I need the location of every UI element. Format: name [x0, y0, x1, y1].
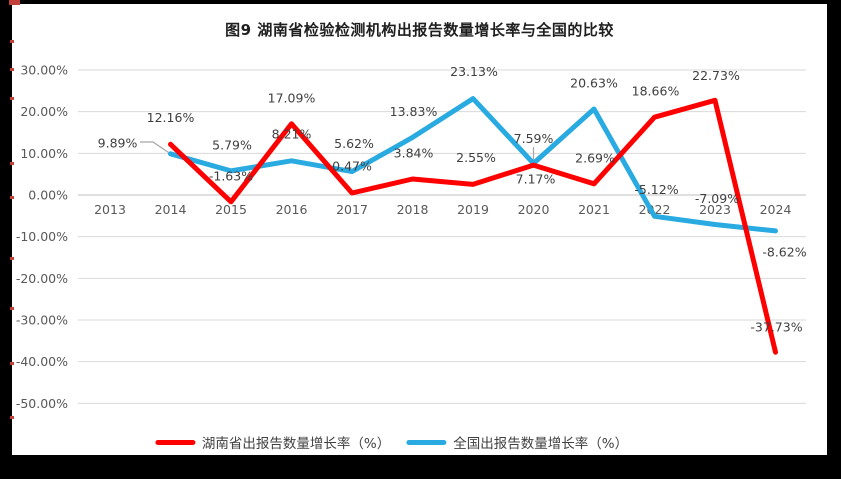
- hunan-data-label: -1.63%: [209, 168, 253, 183]
- national-data-label: 7.59%: [514, 131, 554, 146]
- national-data-label: 8.21%: [272, 126, 312, 141]
- hunan-data-label: 17.09%: [268, 90, 316, 105]
- frame-edge-red-mark: [10, 307, 14, 310]
- frame-edge-red-mark: [9, 0, 20, 5]
- chart-title: 图9 湖南省检验检测机构出报告数量增长率与全国的比较: [225, 21, 614, 39]
- y-axis-tick-label: 0.00%: [28, 188, 68, 203]
- national-data-label: -7.09%: [695, 191, 739, 206]
- chart-plot-svg: 30.00% 20.00% 10.00% 0.00% -10.00% -20.00% -30…: [16, 62, 807, 411]
- x-axis-category-label: 2020: [518, 202, 550, 217]
- y-axis-tick-label: -20.00%: [16, 271, 68, 286]
- hunan-data-label: 3.84%: [394, 146, 434, 161]
- national-data-label: 13.83%: [390, 104, 438, 119]
- frame-edge-red-mark: [10, 257, 14, 260]
- x-axis-category-label: 2014: [155, 202, 187, 217]
- hunan-series-line: [168, 97, 778, 355]
- legend-label-national: 全国出报告数量增长率（%）: [453, 436, 629, 452]
- x-axis-category-label: 2019: [457, 202, 489, 217]
- y-axis-tick-label: 10.00%: [20, 146, 68, 161]
- legend-label-hunan: 湖南省出报告数量增长率（%）: [201, 436, 391, 452]
- x-axis-category-label: 2023: [699, 202, 731, 217]
- frame-edge-red-mark: [10, 416, 14, 419]
- legend-item-hunan: 湖南省出报告数量增长率（%）: [154, 432, 391, 452]
- hunan-line-swatch-icon: [154, 439, 195, 445]
- x-axis-category-label: 2024: [760, 202, 792, 217]
- frame-edge-red-mark: [10, 40, 14, 43]
- y-axis-tick-label: 30.00%: [20, 62, 68, 77]
- frame-edge-red-mark: [10, 97, 14, 100]
- national-data-label: -5.12%: [634, 182, 678, 197]
- y-axis-tick-label: -30.00%: [16, 313, 68, 328]
- hunan-data-label: 2.69%: [575, 150, 615, 165]
- chart-legend: 湖南省出报告数量增长率（%） 全国出报告数量增长率（%）: [154, 432, 628, 452]
- y-axis-tick-label: -50.00%: [16, 396, 68, 411]
- national-data-label: -8.62%: [762, 244, 806, 259]
- hunan-data-label: 7.17%: [516, 172, 556, 187]
- y-axis-tick-label: -10.00%: [16, 229, 68, 244]
- frame-edge-red-mark: [10, 362, 14, 365]
- frame-edge-red-mark: [10, 68, 14, 71]
- frame-edge-red-mark: [10, 196, 14, 199]
- x-axis-category-label: 2018: [397, 202, 429, 217]
- hunan-data-label: -37.73%: [750, 320, 802, 335]
- x-axis-category-label: 2016: [276, 202, 308, 217]
- hunan-data-label: 22.73%: [692, 68, 740, 83]
- x-axis-category-label: 2013: [94, 202, 126, 217]
- national-line-swatch-icon: [406, 439, 447, 445]
- label-leader-line: [140, 141, 169, 153]
- hunan-data-label: 0.47%: [332, 159, 372, 174]
- national-data-label: 23.13%: [450, 64, 498, 79]
- national-data-label: 5.79%: [212, 137, 252, 152]
- legend-item-national: 全国出报告数量增长率（%）: [406, 432, 628, 452]
- x-axis-category-label: 2015: [215, 202, 247, 217]
- y-axis-tick-label: 20.00%: [20, 104, 68, 119]
- hunan-data-label: 2.55%: [456, 150, 496, 165]
- national-series-line: [168, 96, 778, 234]
- national-data-label: 20.63%: [570, 76, 618, 91]
- hunan-data-label: 12.16%: [147, 110, 195, 125]
- x-axis-category-label: 2021: [578, 202, 610, 217]
- hunan-data-label: 18.66%: [632, 84, 680, 99]
- frame-edge-red-mark: [10, 162, 14, 165]
- y-axis-tick-label: -40.00%: [16, 354, 68, 369]
- x-axis-category-label: 2017: [336, 202, 368, 217]
- national-data-label: 5.62%: [334, 136, 374, 151]
- chart-canvas: 图9 湖南省检验检测机构出报告数量增长率与全国的比较 30.00% 20.00% 1…: [12, 4, 827, 455]
- national-data-label: 9.89%: [98, 135, 138, 150]
